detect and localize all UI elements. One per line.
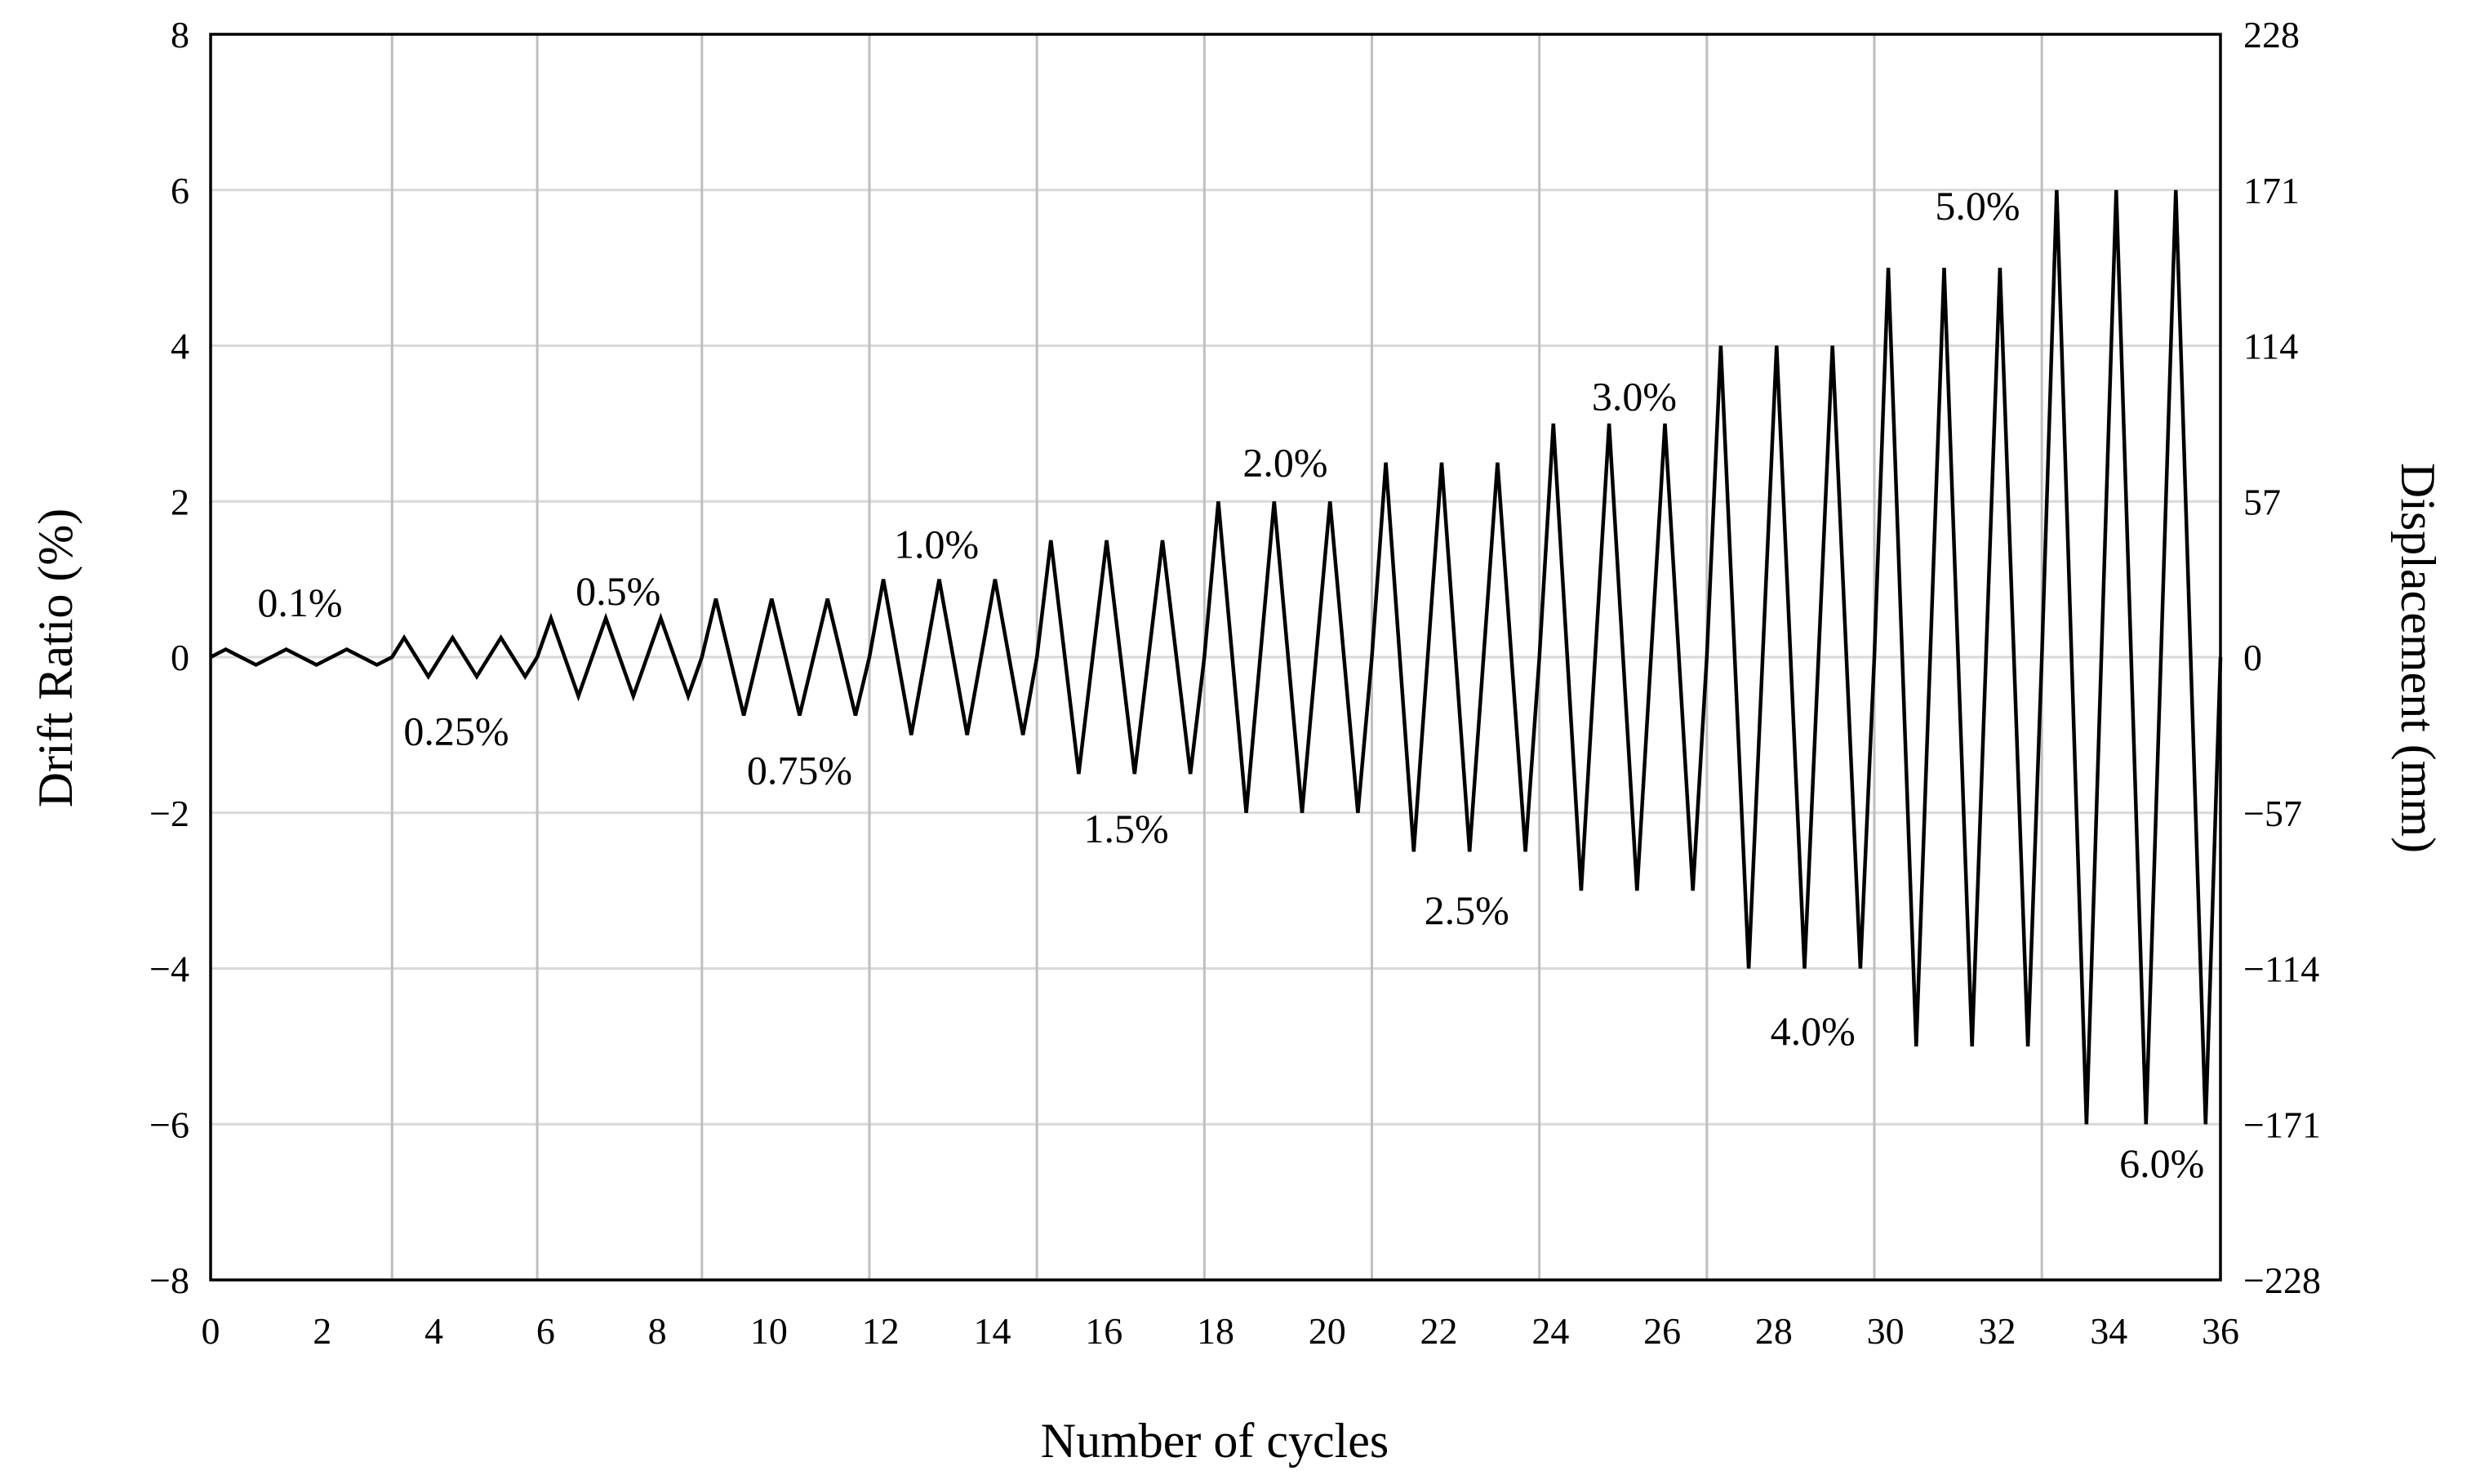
amplitude-label: 2.0% (1242, 440, 1327, 486)
y-tick-label: −2 (149, 793, 189, 834)
x-tick-label: 22 (1420, 1310, 1458, 1352)
y-tick-label: 8 (171, 14, 189, 56)
amplitude-label: 2.5% (1425, 887, 1509, 933)
x-tick-label: 30 (1867, 1310, 1905, 1352)
amplitude-label: 6.0% (2119, 1140, 2204, 1186)
x-tick-label: 14 (973, 1310, 1011, 1352)
x-tick-label: 8 (648, 1310, 667, 1352)
amplitude-label: 4.0% (1771, 1008, 1856, 1054)
x-tick-label: 10 (750, 1310, 788, 1352)
y-tick-label: −6 (149, 1104, 189, 1145)
amplitude-label: 0.75% (747, 747, 852, 793)
y-tick-label: −8 (149, 1260, 189, 1301)
y2-tick-label: 114 (2243, 326, 2298, 367)
x-tick-label: 20 (1309, 1310, 1346, 1352)
y2-tick-label: −114 (2243, 949, 2319, 990)
x-tick-label: 26 (1643, 1310, 1681, 1352)
y-tick-label: 0 (171, 637, 189, 678)
y-tick-label: 2 (171, 481, 189, 522)
y2-tick-label: 57 (2243, 481, 2281, 522)
y-axis-title: Drift Ratio (%) (29, 509, 82, 808)
amplitude-label: 0.5% (576, 568, 660, 614)
x-tick-label: 36 (2202, 1310, 2239, 1352)
plot-frame (209, 33, 2222, 1282)
x-tick-label: 18 (1197, 1310, 1234, 1352)
y2-tick-label: −57 (2243, 793, 2302, 834)
x-tick-label: 28 (1755, 1310, 1793, 1352)
amplitude-label: 0.1% (257, 580, 342, 625)
x-tick-label: 12 (862, 1310, 900, 1352)
x-tick-label: 34 (2090, 1310, 2127, 1352)
y2-tick-label: −228 (2243, 1260, 2321, 1301)
x-tick-label: 2 (313, 1310, 331, 1352)
plot-border (209, 33, 2222, 1282)
x-tick-label: 0 (202, 1310, 220, 1352)
series-layer (209, 189, 2223, 1125)
x-tick-label: 32 (1978, 1310, 2016, 1352)
amplitude-label: 1.0% (894, 522, 979, 567)
y2-tick-label: 0 (2243, 637, 2262, 678)
x-axis-title: Number of cycles (1041, 1414, 1389, 1468)
amplitude-label: 1.5% (1083, 806, 1168, 851)
x-tick-label: 4 (425, 1310, 443, 1352)
y-tick-label: −4 (149, 949, 189, 990)
y2-tick-label: 171 (2243, 170, 2300, 211)
x-tick-label: 24 (1531, 1310, 1569, 1352)
y-tick-label: 6 (171, 170, 189, 211)
amplitude-label: 5.0% (1935, 183, 2020, 229)
y2-tick-label: 228 (2243, 14, 2300, 56)
y2-axis-title: Displacement (mm) (2391, 463, 2445, 853)
amplitude-annotations: 0.1% 0.25% 0.5% 0.75% 1.0% 1.5% 2.0% 2.5% 3.0% 4.… (257, 183, 2204, 1186)
x-tick-label: 6 (536, 1310, 555, 1352)
amplitude-label: 0.25% (403, 709, 509, 754)
drift-ratio-series-line (209, 189, 2223, 1125)
x-tick-label: 16 (1085, 1310, 1122, 1352)
y-tick-label: 4 (171, 326, 189, 367)
y2-tick-label: −171 (2243, 1104, 2321, 1145)
amplitude-label: 3.0% (1592, 373, 1677, 419)
